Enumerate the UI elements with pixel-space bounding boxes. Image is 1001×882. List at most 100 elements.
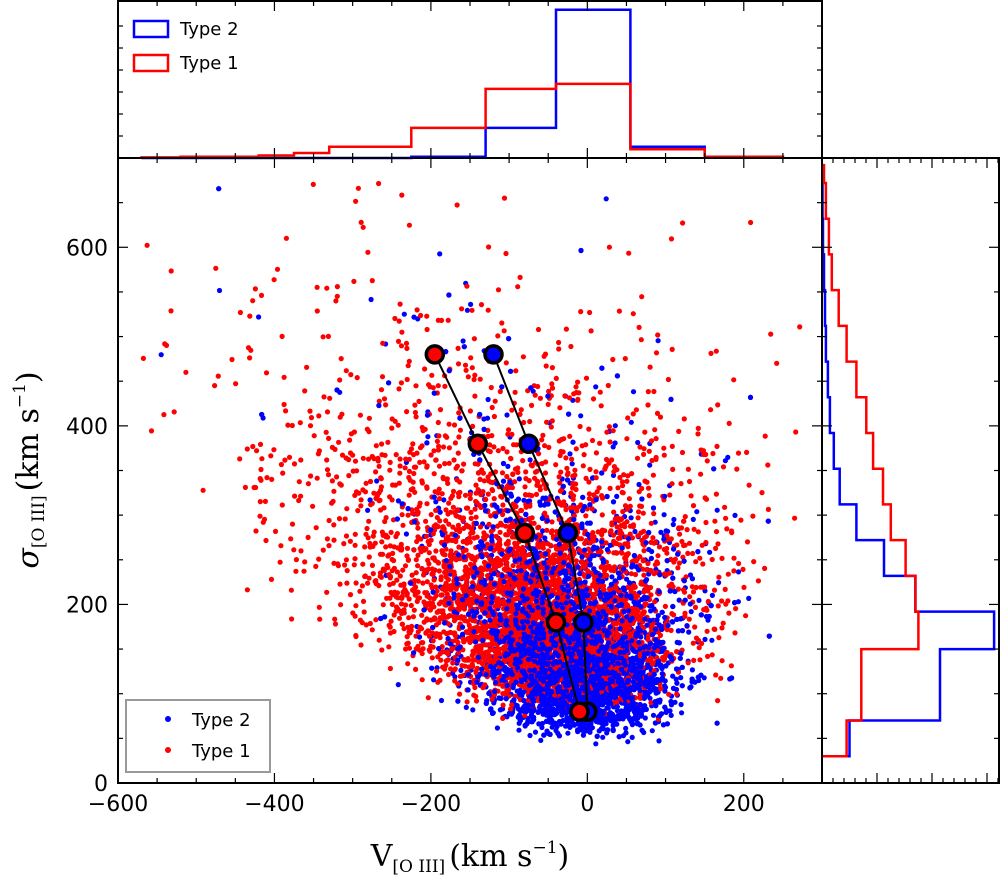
scatter-point [403, 646, 409, 652]
scatter-point [464, 699, 470, 705]
scatter-point [272, 528, 279, 535]
scatter-point [406, 615, 412, 621]
scatter-point [413, 570, 419, 576]
scatter-point [612, 423, 618, 429]
scatter-point [353, 198, 359, 204]
scatter-point [443, 507, 449, 513]
scatter-point [573, 384, 579, 390]
scatter-point [387, 543, 393, 549]
scatter-point [342, 562, 348, 568]
scatter-point [735, 569, 742, 575]
scatter-point [504, 473, 510, 480]
scatter-point [327, 395, 333, 401]
scatter-point [688, 493, 694, 499]
scatter-point [558, 448, 564, 455]
scatter-point [388, 618, 394, 624]
scatter-point [680, 220, 686, 226]
scatter-point [410, 441, 416, 447]
scatter-point [486, 244, 492, 250]
scatter-point [719, 658, 725, 664]
scatter-point [442, 597, 448, 603]
scatter-point [549, 519, 555, 525]
scatter-point [433, 548, 439, 554]
scatter-point [625, 473, 631, 479]
scatter-point [687, 594, 693, 600]
scatter-point [433, 633, 439, 640]
scatter-point [669, 443, 675, 449]
scatter-point [485, 396, 491, 403]
scatter-point [633, 407, 640, 413]
scatter-point [603, 540, 609, 546]
scatter-point [462, 492, 469, 498]
scatter-point [641, 451, 647, 457]
scatter-point [268, 453, 274, 459]
scatter-point [384, 562, 390, 569]
scatter-point [324, 457, 330, 463]
scatter-point [668, 712, 674, 719]
scatter-point [358, 497, 364, 503]
scatter-point [168, 308, 174, 314]
scatter-point [572, 472, 578, 478]
scatter-point [308, 415, 315, 421]
scatter-point [762, 565, 768, 572]
scatter-point [675, 565, 681, 571]
scatter-point [642, 429, 648, 435]
scatter-point [594, 489, 600, 495]
scatter-point [477, 614, 483, 620]
scatter-point [452, 674, 458, 680]
scatter-point [735, 450, 742, 456]
scatter-point [532, 392, 538, 398]
scatter-point [634, 455, 641, 461]
scatter-point [688, 609, 694, 615]
scatter-point [686, 629, 692, 635]
scatter-point [445, 317, 451, 323]
scatter-point [431, 577, 437, 583]
scatter-point [628, 419, 634, 425]
scatter-point [404, 345, 410, 351]
scatter-point [373, 443, 379, 449]
scatter-point [449, 646, 455, 652]
scatter-point [611, 464, 618, 470]
scatter-point [472, 372, 478, 378]
scatter-point [171, 409, 177, 415]
scatter-point [277, 559, 283, 565]
scatter-point [501, 328, 507, 334]
scatter-point [324, 589, 330, 595]
scatter-point [719, 555, 725, 562]
scatter-point [495, 287, 502, 293]
scatter-point [144, 242, 150, 248]
scatter-point [406, 468, 412, 474]
scatter-point [455, 345, 461, 351]
scatter-point [630, 721, 636, 727]
scatter-point [260, 519, 266, 525]
scatter-point [610, 472, 617, 478]
scatter-point [268, 576, 275, 583]
scatter-point [662, 571, 668, 577]
scatter-point [715, 541, 721, 547]
scatter-point [646, 546, 652, 553]
scatter-point [573, 446, 579, 452]
scatter-point [451, 595, 457, 601]
scatter-point [627, 716, 633, 722]
scatter-point [652, 427, 658, 433]
scatter-point [396, 480, 402, 486]
scatter-point [540, 528, 546, 534]
scatter-point [257, 499, 263, 505]
scatter-point [655, 553, 661, 559]
scatter-point [575, 379, 581, 385]
scatter-point [603, 721, 609, 727]
scatter-point [365, 507, 371, 513]
scatter-point [396, 386, 402, 392]
scatter-point [649, 728, 655, 734]
scatter-point [397, 573, 403, 579]
scatter-point [636, 324, 642, 330]
scatter-point [436, 433, 442, 439]
scatter-point [488, 513, 494, 519]
scatter-point [746, 482, 752, 488]
scatter-point [569, 456, 575, 462]
scatter-point [523, 469, 529, 475]
scatter-point [481, 416, 487, 422]
scatter-point [620, 509, 626, 515]
scatter-point [537, 499, 543, 505]
scatter-point [302, 388, 308, 394]
